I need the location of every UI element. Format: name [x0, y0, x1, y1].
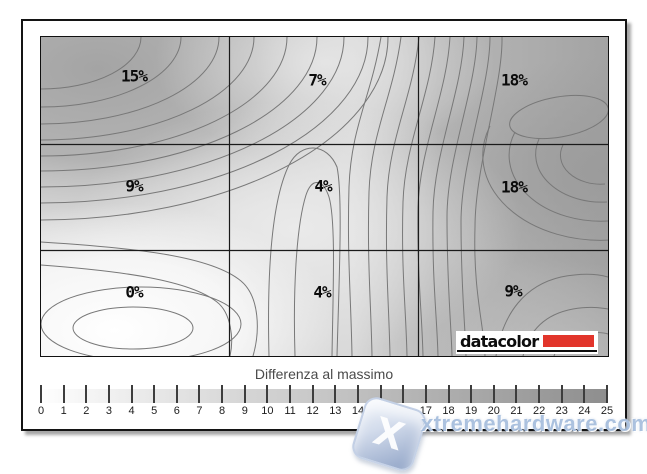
colorbar-tick-label: 23 — [555, 405, 568, 417]
colorbar-tick — [175, 385, 178, 403]
colorbar-tick — [289, 385, 292, 403]
contour-cell-label: 18% — [501, 177, 528, 197]
datacolor-logo-text: datacolor — [460, 332, 539, 351]
contour-plot: 15% 7% 18% 9% 4% 18% 0% 4% 9% datacolor — [40, 36, 609, 357]
contour-cell-label: 7% — [308, 70, 326, 90]
contour-cell-label: 4% — [313, 282, 331, 302]
colorbar-tick — [470, 385, 473, 403]
colorbar-tick-label: 8 — [219, 405, 226, 417]
colorbar-tick-label: 12 — [306, 405, 319, 417]
colorbar-tick-label: 9 — [241, 405, 248, 417]
colorbar-tick-label: 7 — [196, 405, 203, 417]
colorbar-tick — [311, 385, 314, 403]
colorbar-tick-label: 16 — [397, 405, 410, 417]
colorbar-tick — [153, 385, 156, 403]
colorbar-tick — [560, 385, 563, 403]
colorbar-tick — [85, 385, 88, 403]
colorbar-tick — [40, 385, 42, 403]
colorbar-tick-label: 18 — [442, 405, 455, 417]
colorbar-gradient — [41, 389, 607, 403]
colorbar-tick-label: 1 — [60, 405, 67, 417]
chart-panel: 15% 7% 18% 9% 4% 18% 0% 4% 9% datacolor Differen… — [21, 19, 627, 431]
colorbar-tick — [606, 385, 608, 403]
colorbar-tick — [198, 385, 201, 403]
colorbar-tick-label: 24 — [578, 405, 591, 417]
colorbar-tick — [538, 385, 541, 403]
colorbar-tick-label: 22 — [532, 405, 546, 417]
contour-cell-label: 0% — [125, 282, 143, 302]
colorbar-tick-label: 15 — [374, 405, 387, 417]
colorbar-tick — [243, 385, 246, 403]
colorbar-tick — [107, 385, 110, 403]
colorbar-tick-label: 4 — [128, 405, 135, 417]
contour-cell-label: 9% — [125, 176, 143, 196]
contour-canvas — [41, 37, 608, 356]
grid-lines — [41, 37, 608, 356]
datacolor-red-bar — [543, 335, 594, 347]
colorbar-tick-label: 25 — [600, 405, 614, 417]
colorbar-tick-label: 17 — [419, 405, 432, 417]
colorbar-tick — [424, 385, 427, 403]
colorbar-title: Differenza al massimo — [254, 366, 394, 382]
colorbar-tick — [515, 385, 518, 403]
colorbar-tick-label: 11 — [284, 405, 296, 417]
colorbar-tick — [379, 385, 382, 403]
colorbar-tick-label: 19 — [465, 405, 478, 417]
colorbar-tick-label: 3 — [105, 405, 112, 417]
colorbar-tick — [221, 385, 224, 403]
colorbar: 0 1 2 3 4 5 6 7 8 9 10 11 12 13 14 15 16 17 18 19 20 21 22 23 24… — [38, 385, 613, 419]
colorbar-tick — [402, 385, 405, 403]
colorbar-tick-label: 20 — [487, 405, 500, 417]
colorbar-tick — [492, 385, 495, 403]
colorbar-tick — [334, 385, 337, 403]
contour-cell-label: 9% — [504, 281, 522, 301]
colorbar-tick-label: 21 — [510, 405, 523, 417]
colorbar-tick-label: 0 — [37, 405, 45, 417]
datacolor-underline — [457, 350, 597, 352]
colorbar-tick — [356, 385, 359, 403]
contour-cell-label: 4% — [314, 176, 332, 196]
contour-lines — [41, 37, 608, 356]
colorbar-tick-label: 5 — [151, 405, 158, 417]
datacolor-logo: datacolor — [456, 331, 598, 354]
colorbar-tick — [62, 385, 65, 403]
colorbar-tick — [130, 385, 133, 403]
colorbar-tick — [266, 385, 269, 403]
colorbar-tick-label: 6 — [173, 405, 180, 417]
colorbar-tick — [583, 385, 586, 403]
colorbar-tick-label: 2 — [83, 405, 90, 417]
colorbar-tick — [447, 385, 450, 403]
colorbar-tick-label: 13 — [329, 405, 342, 417]
colorbar-tick-label: 10 — [261, 405, 274, 417]
contour-cell-label: 15% — [121, 66, 148, 86]
contour-cell-label: 18% — [501, 70, 528, 90]
colorbar-tick-label: 14 — [351, 405, 365, 417]
